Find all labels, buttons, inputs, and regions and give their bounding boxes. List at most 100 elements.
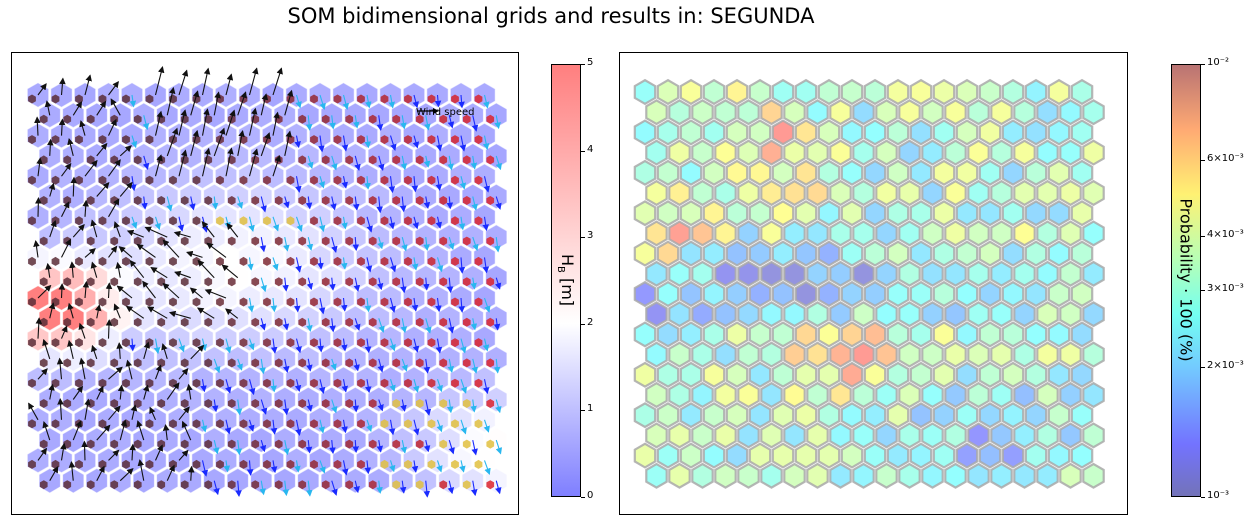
wind-vector (282, 277, 289, 292)
node-marker (357, 216, 365, 226)
node-marker (380, 459, 389, 469)
wind-vector (411, 460, 419, 473)
som-node (944, 341, 967, 368)
wind-vector (353, 115, 360, 129)
som-node (921, 462, 944, 489)
wind-vector (365, 257, 373, 273)
wind-vector (424, 115, 431, 131)
som-node (1070, 240, 1094, 267)
som-node (714, 260, 737, 287)
wind-vector (284, 89, 294, 116)
wind-vector (84, 247, 96, 258)
wind-vector (260, 399, 268, 415)
som-node (806, 341, 829, 368)
wind-vector (471, 480, 478, 497)
wind-vector (272, 67, 283, 96)
som-node (863, 78, 887, 106)
som-node (806, 139, 829, 166)
wind-vector (293, 297, 301, 313)
wind-vector (28, 402, 39, 421)
som-node (875, 301, 898, 328)
som-node (978, 78, 1002, 106)
node-marker (39, 196, 48, 205)
wind-vector (305, 115, 313, 131)
som-node (1059, 260, 1082, 287)
node-marker (263, 338, 271, 348)
som-node (633, 280, 657, 308)
wind-vector (447, 155, 454, 171)
wind-vector (389, 338, 396, 352)
wind-vector (294, 460, 301, 473)
wind-vector (166, 382, 180, 400)
som-node (691, 462, 714, 489)
som-node (944, 260, 967, 287)
som-node (1059, 139, 1082, 166)
node-marker (298, 358, 307, 368)
colorbar-tick-mark (1201, 160, 1205, 162)
wind-vector (342, 94, 349, 110)
som-node (955, 321, 979, 348)
node-marker (427, 256, 436, 266)
node-marker (227, 317, 236, 327)
som-node (817, 361, 841, 388)
som-node (656, 119, 680, 146)
wind-vector (340, 257, 348, 270)
node-marker (357, 135, 365, 145)
som-node (806, 220, 829, 247)
node-marker (251, 317, 260, 327)
wind-vector (423, 358, 431, 374)
som-node (863, 159, 887, 186)
node-marker (462, 399, 471, 408)
wind-vector (224, 419, 232, 435)
som-node (668, 139, 691, 166)
wind-vector (424, 399, 432, 416)
wind-vector (482, 135, 490, 151)
som-node (179, 102, 202, 129)
wind-vector (95, 304, 102, 319)
som-node (978, 321, 1002, 348)
som-node (863, 442, 887, 469)
node-marker (404, 378, 412, 388)
som-node (1036, 139, 1059, 166)
node-marker (357, 378, 365, 388)
wind-vector (436, 379, 443, 393)
som-node (783, 301, 806, 328)
wind-vector (67, 339, 74, 360)
som-node (656, 240, 680, 267)
wind-vector (377, 236, 384, 250)
som-node (748, 361, 772, 388)
node-marker (392, 317, 401, 327)
som-node (725, 78, 749, 106)
wind-vector (482, 257, 490, 274)
som-node (990, 260, 1013, 287)
node-marker (321, 155, 330, 165)
som-node (714, 341, 737, 368)
som-node (645, 220, 668, 247)
node-marker (204, 399, 213, 408)
som-node (702, 159, 726, 186)
node-marker (39, 358, 48, 368)
node-marker (263, 378, 271, 388)
som-node (226, 264, 249, 291)
som-node (817, 240, 841, 267)
som-node (691, 179, 714, 207)
node-marker (216, 459, 224, 469)
wind-vector (400, 155, 408, 171)
node-marker (286, 175, 295, 185)
som-node (955, 240, 979, 267)
node-marker (227, 196, 236, 205)
som-node (1047, 119, 1071, 146)
som-node (967, 220, 990, 247)
node-marker (169, 419, 177, 429)
som-node (1047, 159, 1071, 186)
wind-vector (436, 419, 443, 433)
node-marker (180, 480, 189, 490)
colorbar-tick-mark (1201, 290, 1205, 292)
som-node (771, 361, 795, 388)
node-marker (39, 480, 48, 490)
som-node (760, 301, 783, 328)
node-marker (462, 480, 471, 490)
som-node (668, 179, 691, 207)
som-node (645, 179, 668, 207)
som-node (898, 179, 921, 207)
